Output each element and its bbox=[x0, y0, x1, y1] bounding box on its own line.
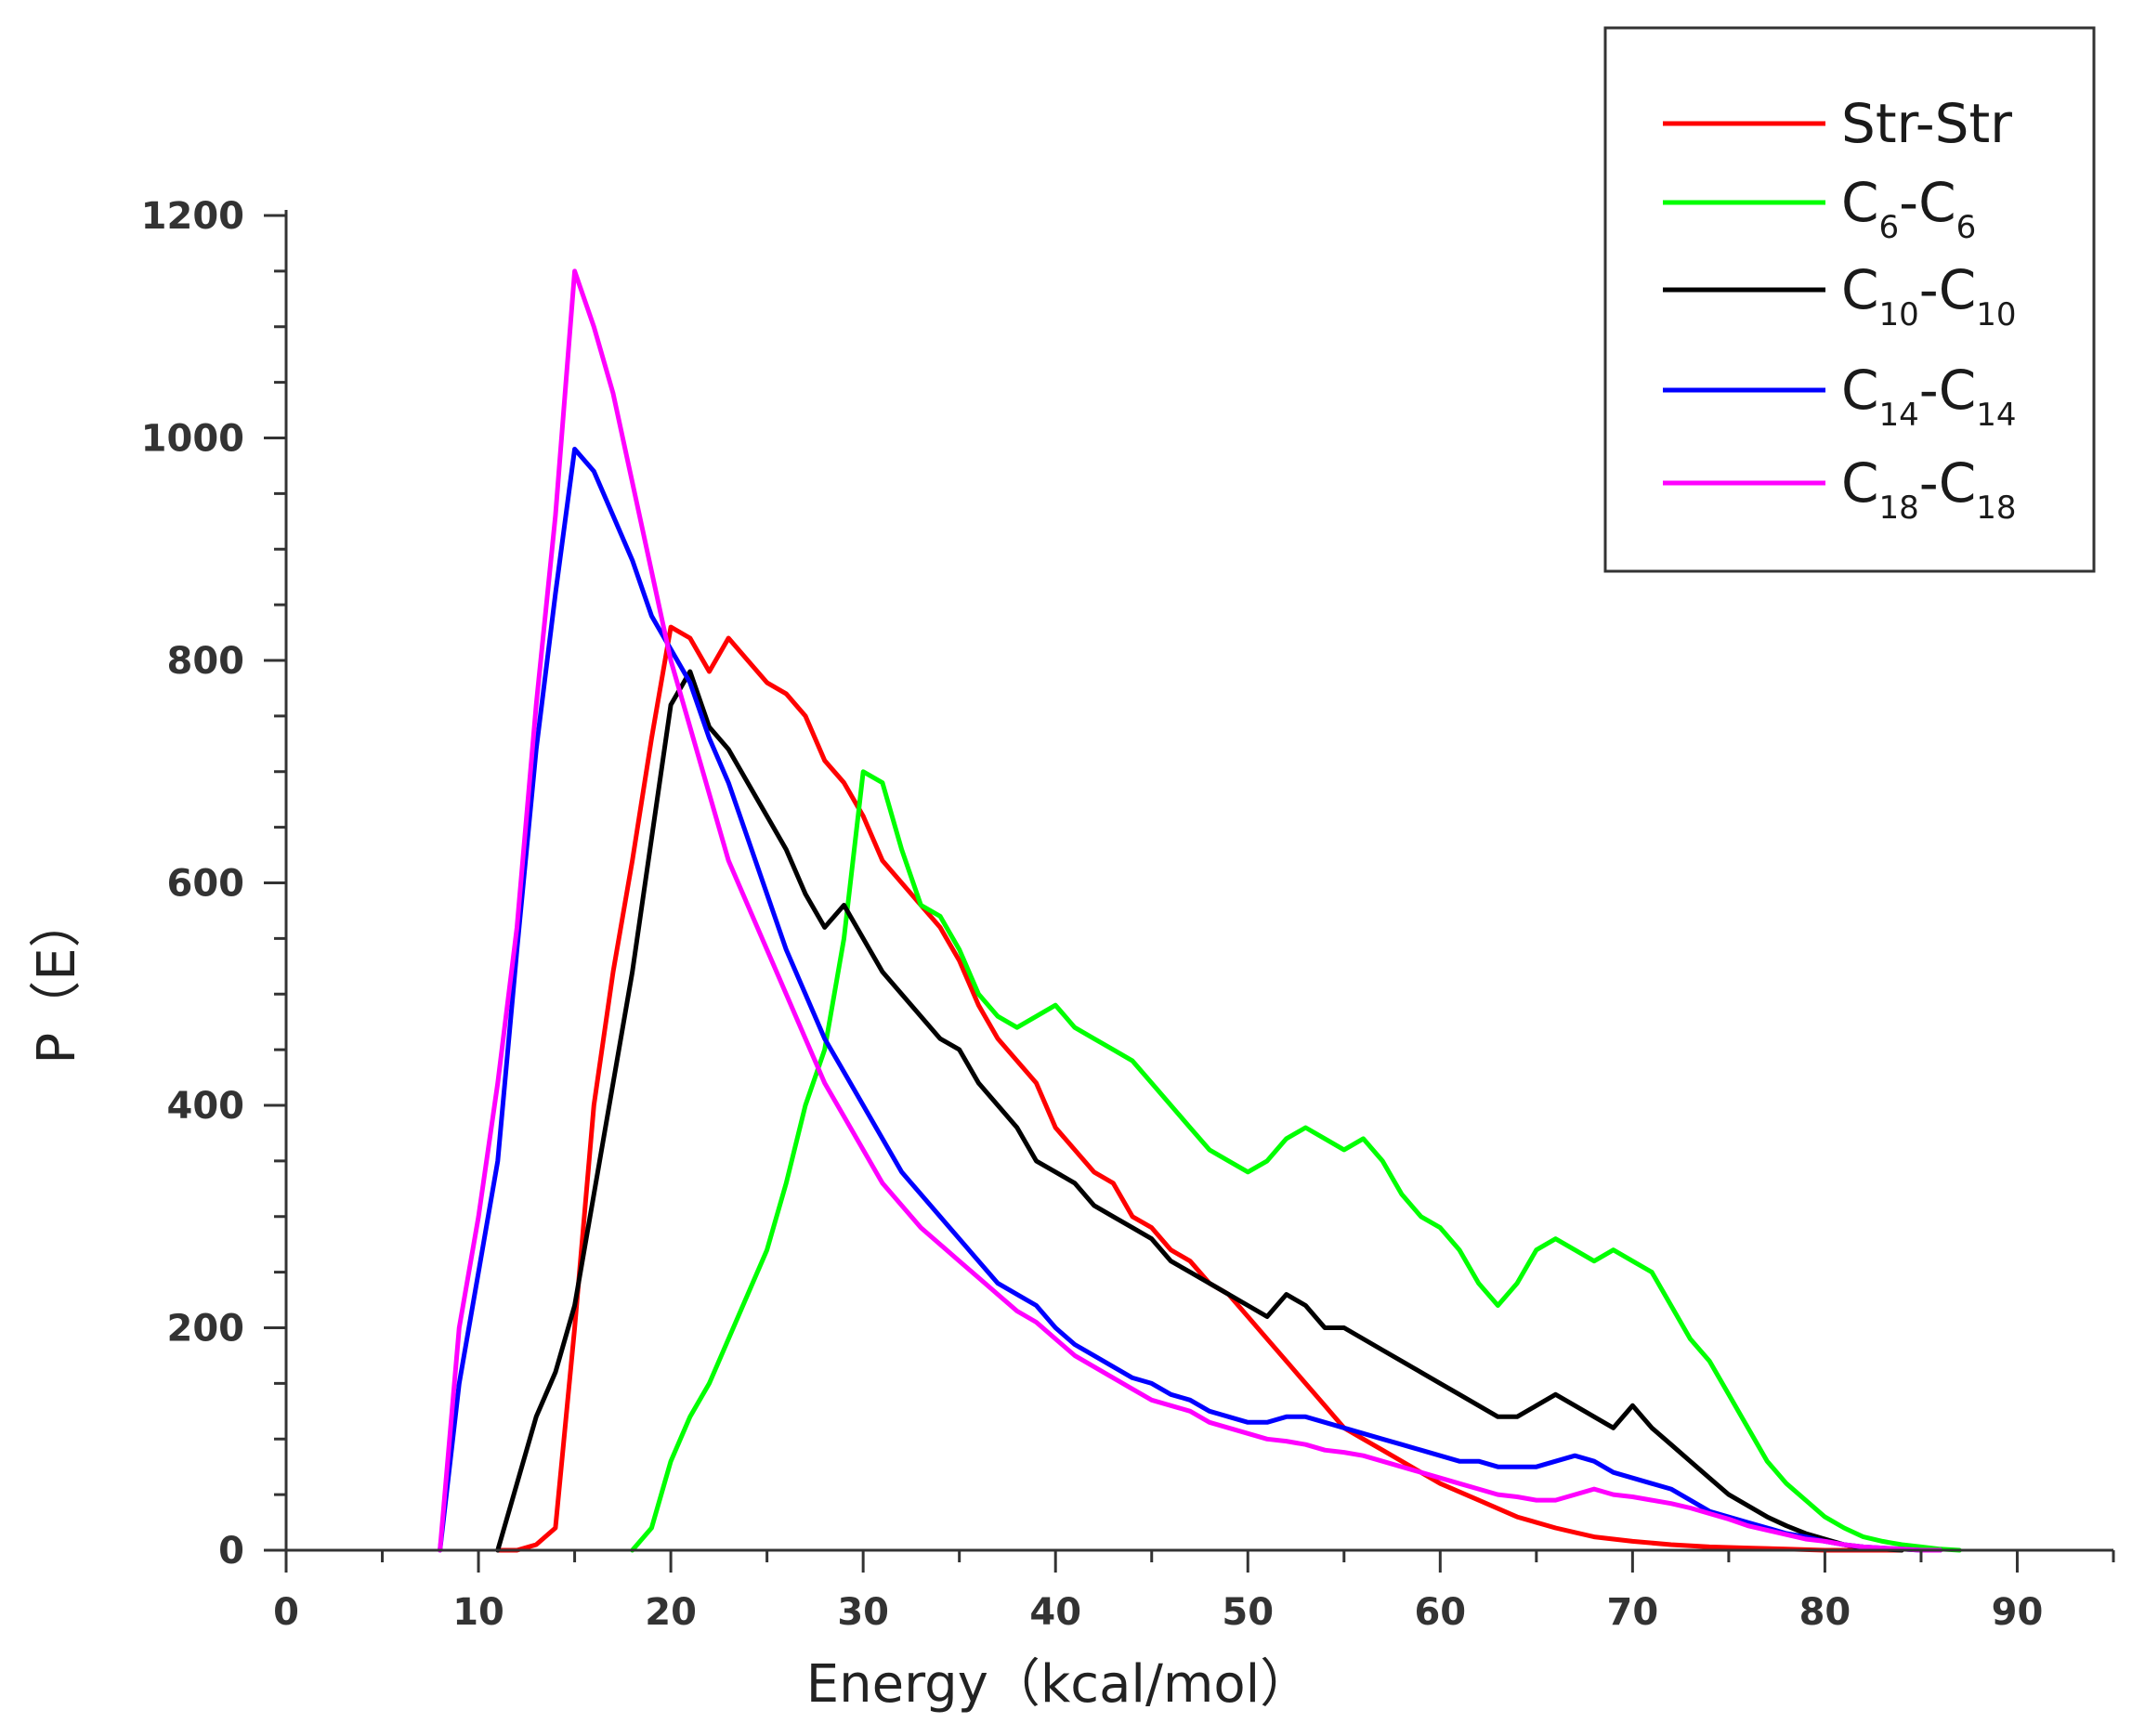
x-tick-label: 90 bbox=[1992, 1591, 2044, 1634]
x-tick-label: 40 bbox=[1029, 1591, 1081, 1634]
legend-label-c14-c14: C14-C14 bbox=[1841, 359, 2016, 434]
x-tick-label: 50 bbox=[1222, 1591, 1274, 1634]
x-tick-label: 80 bbox=[1799, 1591, 1851, 1634]
x-tick-label: 30 bbox=[837, 1591, 889, 1634]
y-tick-label: 600 bbox=[167, 863, 245, 906]
x-tick-label: 20 bbox=[645, 1591, 697, 1634]
legend-label-c10-c10: C10-C10 bbox=[1841, 258, 2016, 333]
y-axis-title: P（E） bbox=[27, 895, 87, 1064]
x-tick-label: 10 bbox=[452, 1591, 504, 1634]
series-line-c18-c18 bbox=[438, 268, 1943, 1553]
series-line-str-str bbox=[495, 624, 1904, 1553]
x-axis-title: Energy（kcal/mol） bbox=[806, 1654, 1312, 1715]
y-tick-label: 800 bbox=[167, 640, 245, 683]
x-tick-label: 60 bbox=[1414, 1591, 1466, 1634]
legend: Str-Str C6-C6 C10-C10 C14-C14 C18-C18 bbox=[1603, 26, 2096, 573]
axes-layer bbox=[264, 210, 2115, 1573]
legend-label-str-str: Str-Str bbox=[1841, 92, 2012, 155]
legend-label-c6-c6: C6-C6 bbox=[1841, 171, 1976, 246]
y-tick-label: 1000 bbox=[141, 418, 244, 461]
series-line-c14-c14 bbox=[438, 447, 1943, 1553]
series-layer bbox=[438, 268, 1962, 1553]
x-tick-label: 70 bbox=[1607, 1591, 1659, 1634]
series-line-c10-c10 bbox=[495, 669, 1904, 1553]
y-tick-label: 1200 bbox=[141, 195, 244, 238]
series-line-c6-c6 bbox=[630, 769, 1962, 1553]
y-tick-label: 200 bbox=[167, 1308, 245, 1351]
y-tick-label: 400 bbox=[167, 1085, 245, 1128]
y-tick-label: 0 bbox=[218, 1530, 244, 1573]
label-layer: 0 10 20 30 40 50 60 70 80 90 0 200 400 600 800 1000 1200 bbox=[141, 195, 2044, 1634]
legend-label-c18-c18: C18-C18 bbox=[1841, 451, 2016, 527]
x-tick-label: 0 bbox=[273, 1591, 299, 1634]
